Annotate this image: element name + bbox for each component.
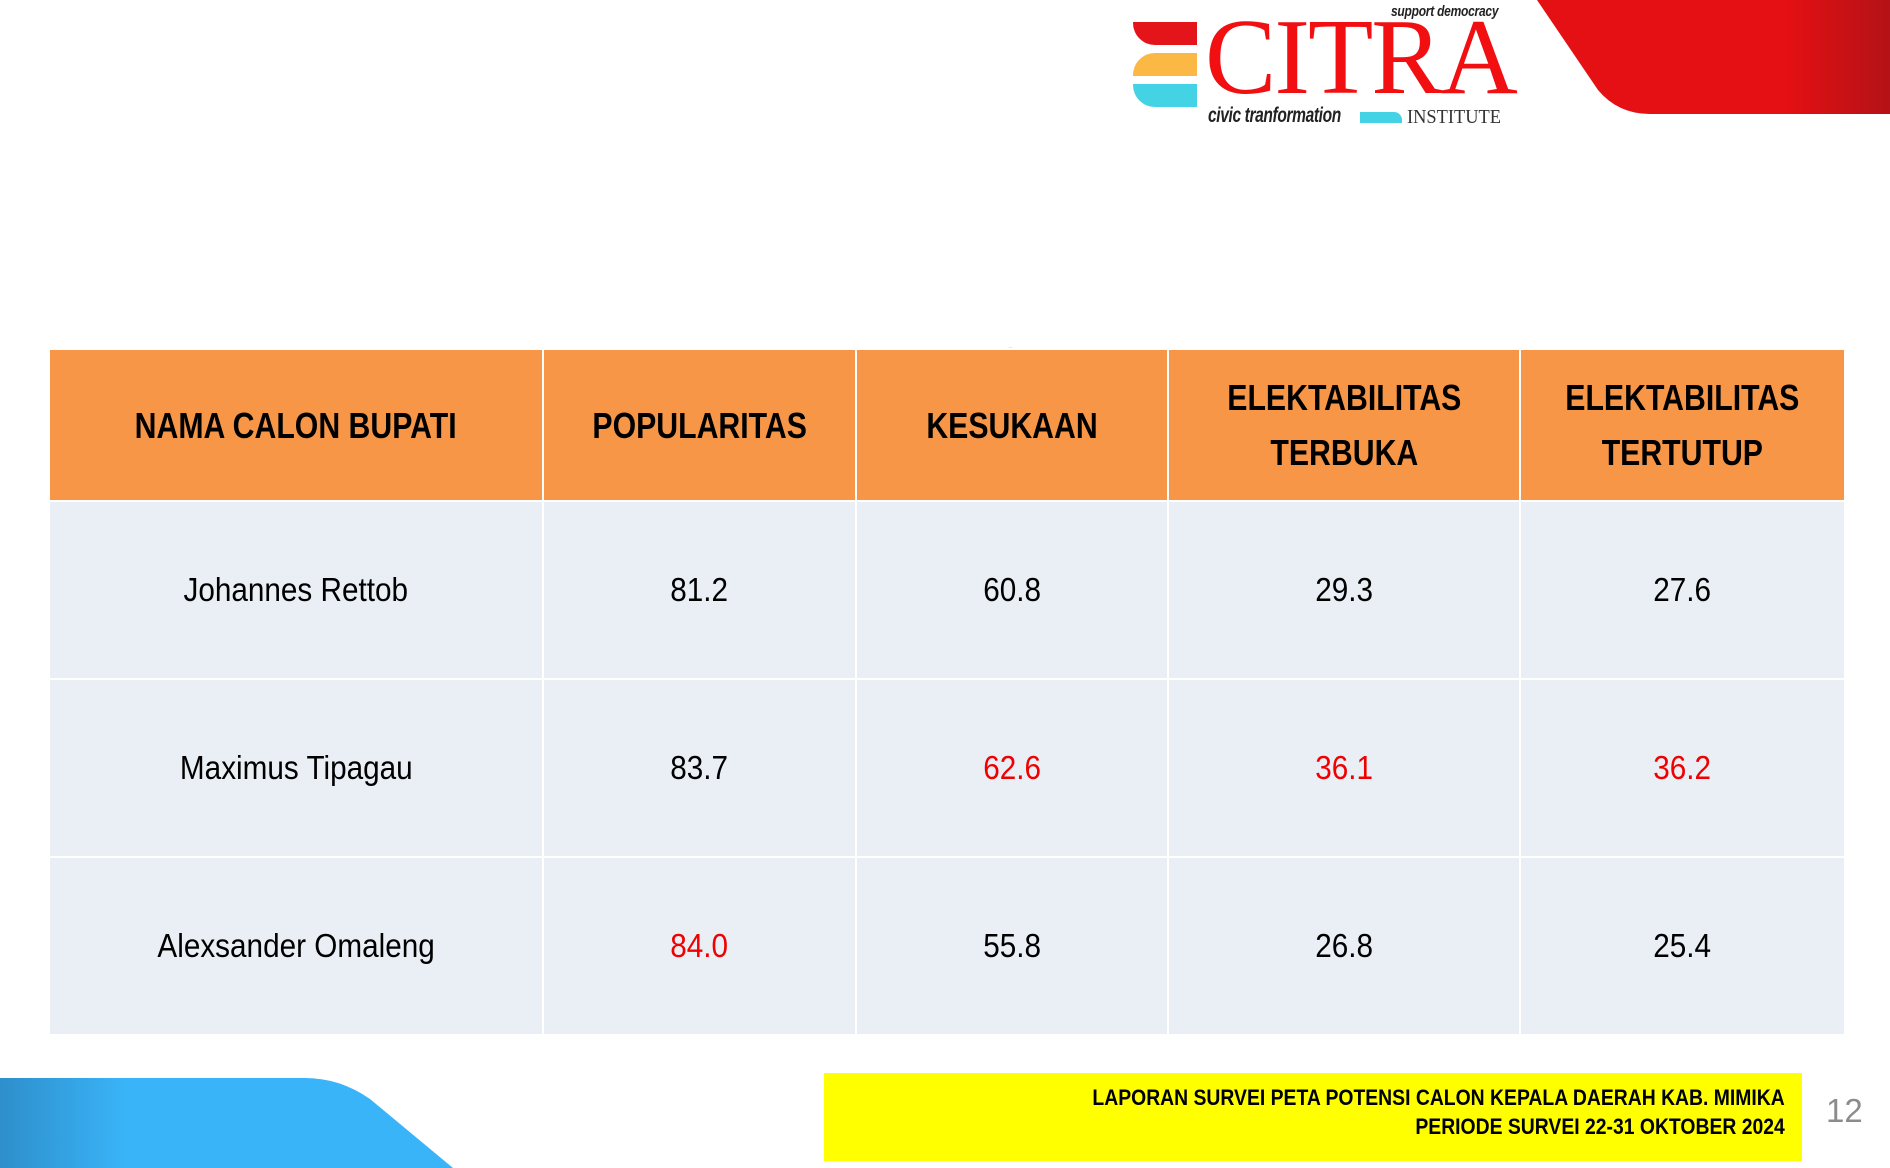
table-row: Johannes Rettob 81.2 60.8 29.3 27.6 <box>48 500 1846 680</box>
logo-wordmark: CITRA <box>1205 0 1518 117</box>
table-row: Alexsander Omaleng 84.0 55.8 26.8 25.4 <box>48 856 1846 1036</box>
cell-name: Alexsander Omaleng <box>48 856 544 1036</box>
cell-elektabilitas-tertutup: 27.6 <box>1519 500 1846 680</box>
logo-cyan-bar <box>1133 84 1197 107</box>
logo-tagline-bottom: civic tranformation <box>1208 104 1341 127</box>
cell-kesukaan: 55.8 <box>855 856 1169 1036</box>
cell-name: Johannes Rettob <box>48 500 544 680</box>
cell-elektabilitas-terbuka: 26.8 <box>1167 856 1521 1036</box>
blue-corner-decoration <box>0 1078 453 1168</box>
red-swoosh-decoration <box>1537 0 1890 114</box>
cell-elektabilitas-terbuka-highlighted: 36.1 <box>1167 678 1521 858</box>
header-nama-calon-bupati: NAMA CALON BUPATI <box>48 348 544 502</box>
cell-kesukaan-highlighted: 62.6 <box>855 678 1169 858</box>
cell-elektabilitas-tertutup: 25.4 <box>1519 856 1846 1036</box>
cell-elektabilitas-tertutup-highlighted: 36.2 <box>1519 678 1846 858</box>
executive-summary-table: NAMA CALON BUPATI POPULARITAS KESUKAAN E… <box>48 348 1846 1036</box>
report-footer-label: LAPORAN SURVEI PETA POTENSI CALON KEPALA… <box>824 1073 1802 1161</box>
header-kesukaan: KESUKAAN <box>855 348 1169 502</box>
cell-kesukaan: 60.8 <box>855 500 1169 680</box>
header-popularitas: POPULARITAS <box>542 348 857 502</box>
page-number: 12 <box>1826 1092 1863 1129</box>
cell-elektabilitas-terbuka: 29.3 <box>1167 500 1521 680</box>
citra-institute-logo: CITRA support democracy civic tranformat… <box>1125 0 1545 135</box>
header-elektabilitas-tertutup: ELEKTABILITAS TERTUTUP <box>1519 348 1846 502</box>
footer-report-title: LAPORAN SURVEI PETA POTENSI CALON KEPALA… <box>1092 1085 1785 1110</box>
table-row: Maximus Tipagau 83.7 62.6 36.1 36.2 <box>48 678 1846 858</box>
table-header-row: NAMA CALON BUPATI POPULARITAS KESUKAAN E… <box>48 348 1846 502</box>
footer-survey-period: PERIODE SURVEI 22-31 OKTOBER 2024 <box>1415 1114 1785 1139</box>
cell-popularitas: 83.7 <box>542 678 857 858</box>
cell-popularitas: 81.2 <box>542 500 857 680</box>
header-elektabilitas-terbuka: ELEKTABILITAS TERBUKA <box>1167 348 1521 502</box>
cell-name: Maximus Tipagau <box>48 678 544 858</box>
logo-red-bar <box>1133 22 1197 45</box>
logo-yellow-bar <box>1133 53 1197 76</box>
logo-mini-bar <box>1360 112 1402 123</box>
logo-tagline-top: support democracy <box>1391 3 1499 20</box>
logo-institute-label: INSTITUTE <box>1407 106 1502 128</box>
cell-popularitas-highlighted: 84.0 <box>542 856 857 1036</box>
